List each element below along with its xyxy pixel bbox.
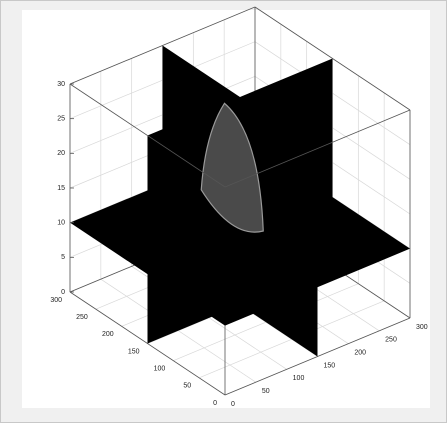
chart: 0510152025300501001502002503000501001502…	[0, 0, 447, 423]
x-tick-label: 300	[416, 324, 428, 331]
z-tick-label: 5	[61, 254, 65, 261]
z-tick-label: 15	[57, 185, 65, 192]
y-tick-label: 300	[50, 297, 62, 304]
y-tick-label: 50	[183, 383, 191, 390]
z-tick-label: 20	[57, 150, 65, 157]
x-tick-label: 250	[385, 337, 397, 344]
z-tick-label: 25	[57, 116, 65, 123]
x-tick-label: 0	[231, 401, 235, 408]
x-tick-label: 200	[354, 350, 366, 357]
y-tick-label: 150	[128, 348, 140, 355]
z-tick-label: 10	[57, 220, 65, 227]
x-tick-label: 50	[262, 388, 270, 395]
y-tick-label: 0	[213, 400, 217, 407]
z-tick-label: 0	[61, 289, 65, 296]
y-tick-label: 250	[76, 314, 88, 321]
x-tick-label: 100	[293, 375, 305, 382]
x-tick-label: 150	[324, 362, 336, 369]
y-tick-label: 200	[102, 331, 114, 338]
page: {"chart_data": {"type": "slice3d", "xlim…	[0, 0, 447, 423]
y-tick-label: 100	[154, 366, 166, 373]
z-tick-label: 30	[57, 81, 65, 88]
